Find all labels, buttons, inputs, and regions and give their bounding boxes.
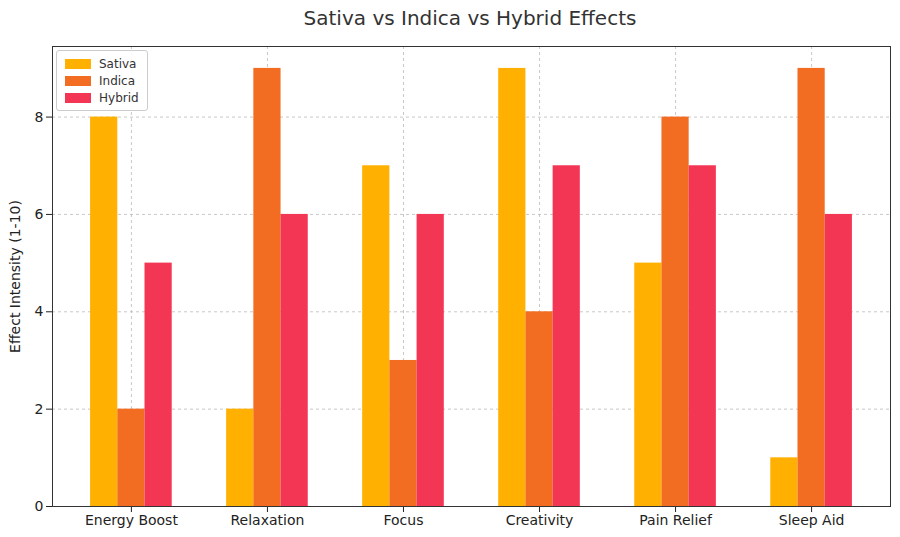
html-text:Sativa: Sativa (99, 56, 137, 71)
svg-text:Creativity: Creativity (506, 512, 574, 528)
svg-text:Effect Intensity (1-10): Effect Intensity (1-10) (7, 200, 23, 353)
svg-text:Sleep Aid: Sleep Aid (779, 512, 845, 528)
html-text:Sativa vs Indica vs Hybrid Eff: Sativa vs Indica vs Hybrid Effects (303, 6, 637, 30)
html-text:Indica: Indica (99, 73, 135, 88)
svg-text:2: 2 (35, 401, 44, 417)
svg-text:Pain Relief: Pain Relief (639, 512, 713, 528)
svg-text:4: 4 (35, 303, 44, 319)
svg-text:Energy Boost: Energy Boost (85, 512, 178, 528)
svg-text:Focus: Focus (383, 512, 423, 528)
svg-text:6: 6 (35, 206, 44, 222)
html-text:Hybrid: Hybrid (99, 90, 139, 105)
svg-text:0: 0 (35, 498, 44, 514)
svg-text:Relaxation: Relaxation (231, 512, 305, 528)
svg-text:8: 8 (35, 109, 44, 125)
